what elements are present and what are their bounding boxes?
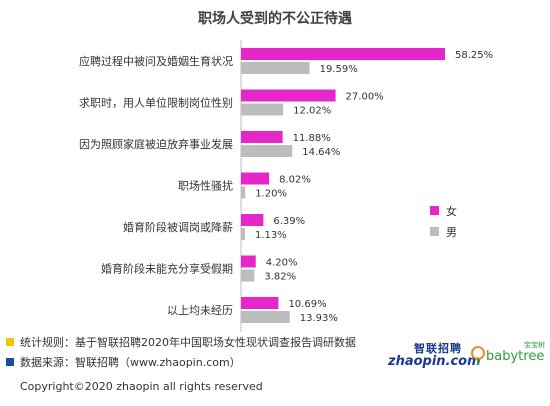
bar-female [241, 214, 264, 226]
value-label-male: 1.13% [255, 230, 287, 241]
bar-male [241, 103, 284, 116]
bar-chart: 应聘过程中被问及婚姻生育状况 58.25% 19.59% 求职时，用人单位限制岗位性别… [79, 40, 493, 332]
bar-male [241, 62, 310, 74]
bar-male [241, 269, 255, 282]
legend-label-female: 女 [446, 204, 457, 218]
bar-male [241, 311, 290, 323]
data-source-note: 数据来源：智联招聘（www.zhaopin.com） [6, 354, 241, 370]
zhaopin-logo: 智联招聘 zhaopin.com [388, 342, 481, 369]
value-label-female: 10.69% [288, 299, 326, 310]
stat-rule-text: 统计规则：基于智联招聘2020年中国职场女性现状调查报告调研数据 [20, 336, 356, 349]
value-label-female: 6.39% [273, 216, 305, 227]
bar-male [241, 186, 246, 199]
category-label: 以上均未经历 [167, 304, 233, 317]
value-label-male: 1.20% [255, 189, 287, 200]
category-label: 求职时，用人单位限制岗位性别 [79, 96, 233, 110]
category-label: 职场性骚扰 [178, 179, 233, 193]
stat-rule-note: 统计规则：基于智联招聘2020年中国职场女性现状调查报告调研数据 [6, 334, 356, 350]
legend: 女 男 [430, 204, 457, 239]
bar-male [241, 228, 245, 240]
category-label: 婚育阶段被调岗或降薪 [123, 220, 233, 234]
bars-layer: 应聘过程中被问及婚姻生育状况 58.25% 19.59% 求职时，用人单位限制岗位性别… [79, 48, 493, 324]
value-label-male: 3.82% [264, 272, 296, 283]
value-label-male: 19.59% [320, 64, 358, 75]
value-label-female: 11.88% [293, 133, 331, 144]
bar-female [241, 172, 270, 185]
value-label-female: 4.20% [266, 258, 298, 269]
bar-female [241, 89, 336, 102]
bar-female [241, 255, 256, 268]
bar-female [241, 297, 279, 309]
value-label-male: 12.02% [293, 106, 331, 117]
copyright-text: Copyright©2020 zhaopin all rights reserv… [20, 380, 263, 393]
babytree-leaf-icon [471, 346, 485, 365]
category-label: 婚育阶段未能充分享受假期 [101, 262, 233, 276]
value-label-female: 8.02% [279, 175, 311, 186]
bar-male [241, 145, 293, 157]
blue-square-icon [6, 358, 14, 366]
value-label-female: 27.00% [346, 92, 384, 103]
bar-female [241, 131, 283, 143]
data-source-text: 数据来源：智联招聘（www.zhaopin.com） [20, 356, 241, 369]
category-label: 因为照顾家庭被迫放弃事业发展 [79, 137, 233, 151]
bar-female [241, 48, 445, 60]
legend-swatch-male [430, 227, 439, 236]
legend-swatch-female [430, 206, 439, 215]
value-label-female: 58.25% [455, 50, 493, 61]
chart-title: 职场人受到的不公正待遇 [198, 11, 352, 27]
category-label: 应聘过程中被问及婚姻生育状况 [79, 54, 233, 68]
yellow-square-icon [6, 338, 14, 346]
value-label-male: 13.93% [300, 313, 338, 324]
value-label-male: 14.64% [302, 147, 340, 158]
babytree-logo: 宝宝树 babytree [470, 340, 548, 370]
legend-label-male: 男 [446, 226, 457, 239]
